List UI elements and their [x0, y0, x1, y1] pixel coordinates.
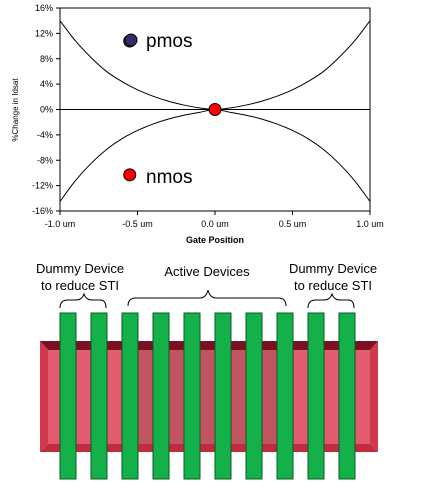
- dummy-gate: [59, 312, 77, 480]
- active-gate: [121, 312, 139, 480]
- active-gate: [152, 312, 170, 480]
- idsat-chart: 16% 12% 8% 4% 0% -4% -8% -12% -16% -1.0 um -0.5 u…: [11, 3, 384, 245]
- x-axis-title: Gate Position: [186, 235, 244, 245]
- legend-marker-pmos: [124, 33, 138, 47]
- brace-right: [307, 292, 355, 309]
- dummy-right-label-line2: to reduce STI: [294, 278, 372, 293]
- x-tick-label: -1.0 um: [45, 219, 76, 229]
- layout-diagram: Dummy Device to reduce STI Active Device…: [36, 261, 378, 480]
- legend: pmos nmos: [124, 31, 192, 188]
- legend-label-pmos: pmos: [146, 31, 192, 52]
- y-tick-label: -16%: [32, 206, 53, 216]
- y-axis-ticks: 16% 12% 8% 4% 0% -4% -8% -12% -16%: [32, 3, 60, 216]
- x-tick-label: 0.5 um: [279, 219, 307, 229]
- brace-left: [59, 292, 107, 309]
- dummy-left-label-line1: Dummy Device: [36, 261, 124, 276]
- y-axis-title: %Change in Idsat: [11, 78, 20, 142]
- x-tick-label: 0.0 um: [201, 219, 229, 229]
- dummy-left-label-line2: to reduce STI: [41, 278, 119, 293]
- x-tick-label: -0.5 um: [122, 219, 153, 229]
- legend-label-nmos: nmos: [146, 167, 192, 188]
- active-region-left-edge: [40, 341, 48, 452]
- brace-active: [127, 289, 287, 307]
- y-tick-label: -8%: [37, 155, 53, 165]
- x-tick-label: 1.0 um: [356, 219, 384, 229]
- active-gate: [276, 312, 294, 480]
- y-tick-label: 8%: [40, 54, 53, 64]
- y-tick-label: -12%: [32, 181, 53, 191]
- marker-center: [208, 103, 222, 116]
- active-region-right-edge: [370, 341, 378, 452]
- marker-nmos: [123, 168, 137, 182]
- y-tick-label: 12%: [35, 28, 53, 38]
- y-tick-label: 16%: [35, 3, 53, 13]
- dummy-gate: [307, 312, 325, 480]
- active-gate: [245, 312, 263, 480]
- x-axis-ticks: -1.0 um -0.5 um 0.0 um 0.5 um 1.0 um: [45, 211, 384, 229]
- series-line-pmos: [59, 20, 371, 111]
- dummy-gate: [90, 312, 108, 480]
- y-tick-label: 4%: [40, 79, 53, 89]
- dummy-right-label-line1: Dummy Device: [289, 261, 377, 276]
- series-line-nmos: [59, 108, 371, 202]
- y-tick-label: 0%: [40, 105, 53, 115]
- gate-fingers: [59, 312, 356, 480]
- markers: [123, 34, 222, 182]
- active-devices-label: Active Devices: [164, 264, 250, 279]
- active-gate: [214, 312, 232, 480]
- y-tick-label: -4%: [37, 130, 53, 140]
- active-gate: [183, 312, 201, 480]
- dummy-gate: [338, 312, 356, 480]
